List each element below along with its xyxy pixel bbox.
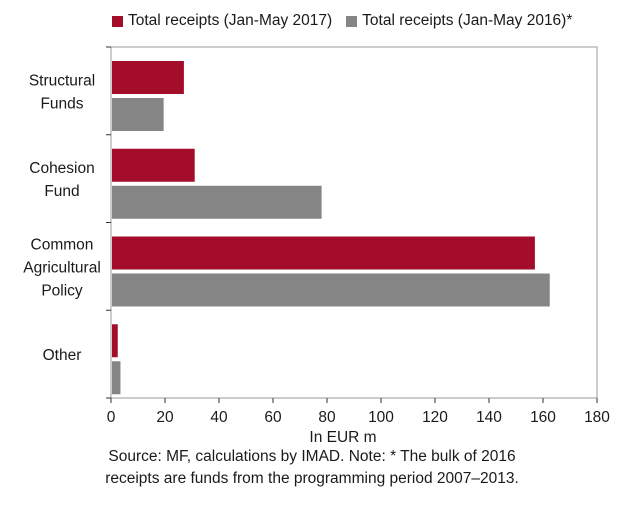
x-axis-title: In EUR m	[309, 429, 376, 445]
x-tick-label: 80	[318, 409, 336, 426]
category-label-line: Other	[43, 347, 82, 364]
x-tick-label: 120	[422, 409, 448, 426]
legend-item-2017: Total receipts (Jan-May 2017)	[112, 12, 332, 30]
category-label-line: Fund	[44, 183, 79, 200]
bar-chart: Structural Funds Cohesion Fund Common Agricul…	[23, 46, 610, 445]
bar-2017-3	[112, 324, 118, 358]
x-tick-label: 100	[368, 409, 394, 426]
category-label-line: Funds	[40, 95, 83, 112]
bar-2017-1	[112, 148, 195, 182]
source-note-line-1: Source: MF, calculations by IMAD. Note: …	[108, 448, 516, 465]
category-label: Common Agricultural Policy	[23, 236, 101, 299]
x-tick-label: 140	[476, 409, 502, 426]
x-tick-label: 20	[156, 409, 174, 426]
x-tick-label: 40	[210, 409, 228, 426]
category-label-line: Agricultural	[23, 259, 101, 276]
x-tick-label: 160	[530, 409, 556, 426]
legend-label-2017: Total receipts (Jan-May 2017)	[128, 12, 333, 29]
category-label: Cohesion Fund	[29, 160, 95, 200]
legend: Total receipts (Jan-May 2017) Total rece…	[112, 12, 572, 30]
category-label-line: Policy	[41, 282, 83, 299]
bar-2017-0	[112, 61, 184, 94]
x-tick-label: 0	[107, 409, 116, 426]
source-note: Source: MF, calculations by IMAD. Note: …	[0, 446, 624, 490]
source-note-line-2: receipts are funds from the programming …	[105, 470, 519, 487]
x-tick-label: 180	[584, 409, 610, 426]
legend-item-2016: Total receipts (Jan-May 2016)*	[346, 12, 572, 30]
legend-label-2016: Total receipts (Jan-May 2016)*	[362, 12, 573, 29]
bar-2016-3	[112, 361, 121, 395]
bar-2017-2	[112, 236, 535, 270]
category-label-line: Structural	[29, 72, 95, 89]
x-tick-label: 60	[264, 409, 282, 426]
plot-area-border	[110, 46, 598, 399]
bar-2016-2	[112, 273, 550, 307]
category-label-line: Cohesion	[29, 160, 95, 177]
bar-2016-1	[112, 185, 322, 219]
category-label-line: Common	[31, 236, 94, 253]
legend-swatch-2017	[112, 15, 123, 27]
bar-2016-0	[112, 98, 164, 131]
category-label: Other	[43, 347, 82, 364]
category-label: Structural Funds	[29, 72, 95, 112]
legend-swatch-2016	[346, 15, 358, 27]
